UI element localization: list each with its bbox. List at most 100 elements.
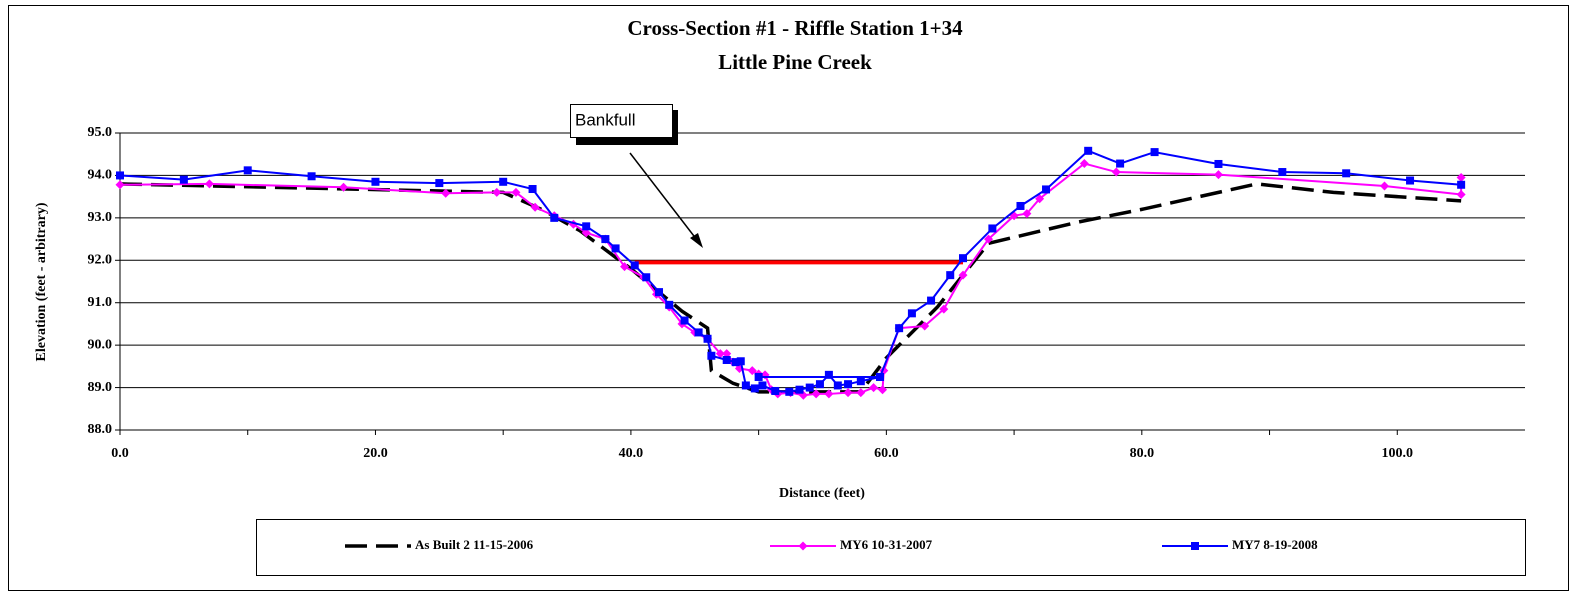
- marker: [959, 254, 967, 263]
- marker: [179, 175, 188, 184]
- marker: [435, 179, 444, 188]
- marker: [927, 296, 936, 305]
- marker: [805, 383, 814, 392]
- marker: [611, 244, 620, 253]
- marker: [988, 224, 997, 233]
- marker: [620, 262, 630, 272]
- marker: [1380, 181, 1389, 191]
- marker: [1456, 173, 1466, 183]
- y-tick-label: 94.0: [88, 168, 113, 183]
- legend-label: MY6 10-31-2007: [840, 537, 933, 552]
- marker: [856, 388, 866, 398]
- marker: [601, 235, 610, 244]
- marker: [530, 202, 540, 212]
- marker: [833, 381, 842, 390]
- marker: [785, 387, 794, 396]
- marker: [715, 349, 725, 359]
- marker: [895, 324, 904, 333]
- marker: [1111, 167, 1121, 177]
- marker: [815, 380, 824, 389]
- marker: [243, 166, 252, 175]
- marker: [811, 389, 821, 399]
- marker: [492, 187, 502, 197]
- chart-border: [8, 5, 1569, 591]
- marker: [441, 188, 451, 198]
- marker: [1042, 185, 1051, 194]
- marker: [907, 309, 916, 318]
- marker: [582, 222, 591, 231]
- marker: [869, 383, 879, 393]
- marker: [843, 388, 853, 398]
- marker: [1214, 159, 1223, 168]
- marker: [1016, 201, 1025, 210]
- y-tick-label: 91.0: [88, 295, 113, 310]
- x-tick-label: 60.0: [874, 446, 899, 461]
- marker: [750, 384, 759, 393]
- marker: [1150, 148, 1159, 157]
- marker: [339, 182, 349, 192]
- marker: [1278, 168, 1287, 177]
- marker: [939, 304, 949, 314]
- y-axis-label: Elevation (feet - arbitrary): [34, 202, 49, 361]
- y-tick-label: 92.0: [88, 253, 113, 268]
- marker: [824, 370, 833, 379]
- marker: [528, 185, 537, 194]
- marker: [115, 180, 125, 190]
- marker: [920, 321, 930, 331]
- marker: [771, 386, 780, 395]
- y-tick-label: 95.0: [88, 125, 113, 140]
- marker: [1084, 146, 1093, 155]
- legend-label: MY7 8-19-2008: [1232, 537, 1318, 552]
- marker: [1022, 209, 1032, 219]
- marker: [1457, 180, 1466, 189]
- marker: [694, 328, 703, 337]
- marker: [758, 381, 767, 390]
- annotation-arrowhead: [690, 233, 703, 248]
- x-axis-label: Distance (feet): [779, 486, 865, 501]
- marker: [680, 316, 689, 325]
- marker: [856, 377, 865, 386]
- marker: [116, 171, 124, 180]
- marker: [984, 234, 994, 244]
- annotation-box: [570, 104, 673, 138]
- y-tick-label: 89.0: [88, 380, 113, 395]
- annotation-arrow: [629, 152, 698, 241]
- marker: [707, 351, 716, 360]
- marker: [1035, 194, 1045, 204]
- marker: [747, 366, 757, 376]
- marker: [550, 213, 559, 222]
- x-tick-label: 80.0: [1130, 446, 1155, 461]
- marker: [665, 300, 674, 309]
- y-tick-label: 90.0: [88, 337, 113, 352]
- marker: [741, 381, 750, 390]
- chart-title: Cross-Section #1 - Riffle Station 1+34: [627, 16, 963, 40]
- marker: [703, 334, 712, 343]
- marker: [511, 187, 521, 197]
- marker: [1456, 190, 1466, 200]
- marker: [1406, 176, 1415, 185]
- marker: [736, 357, 745, 366]
- y-tick-label: 93.0: [88, 210, 113, 225]
- marker: [581, 228, 591, 238]
- marker: [878, 385, 888, 395]
- marker: [204, 179, 214, 189]
- marker: [958, 270, 968, 280]
- marker: [1116, 159, 1125, 168]
- marker: [1342, 169, 1351, 178]
- marker: [1079, 159, 1089, 169]
- x-tick-label: 40.0: [619, 446, 644, 461]
- marker: [655, 288, 664, 297]
- marker: [824, 389, 834, 399]
- annotation-text: Bankfull: [575, 110, 635, 129]
- x-tick-label: 0.0: [111, 446, 129, 461]
- series-line: [119, 149, 1462, 393]
- x-tick-label: 20.0: [363, 446, 388, 461]
- marker: [875, 372, 884, 381]
- legend-box: [256, 519, 1526, 576]
- x-tick-label: 100.0: [1382, 446, 1414, 461]
- marker: [1213, 170, 1223, 180]
- marker: [499, 177, 508, 186]
- marker: [642, 273, 651, 282]
- y-tick-label: 88.0: [88, 422, 113, 437]
